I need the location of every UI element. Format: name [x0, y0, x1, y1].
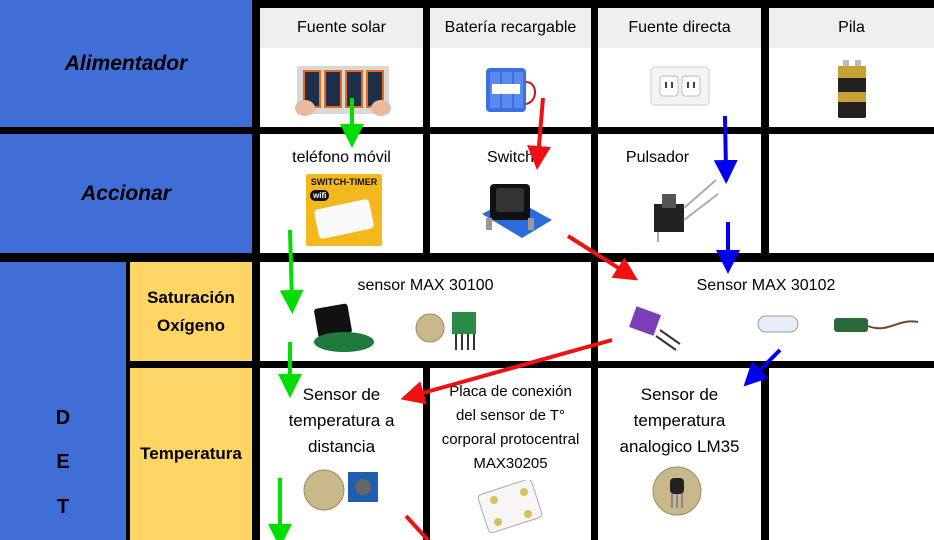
option-label-line: analogico LM35	[619, 437, 740, 456]
option-label: Fuente directa	[598, 8, 761, 48]
switch-timer-icon: SWITCH-TIMER wifi	[306, 174, 382, 246]
option-label: Fuente solar	[260, 8, 423, 48]
option-label-line: MAX30205	[473, 455, 548, 472]
switch-timer-badge: SWITCH-TIMER	[310, 177, 378, 187]
option-label: Batería recargable	[430, 8, 591, 48]
switch-device	[313, 198, 375, 240]
option-pulsador: Pulsador	[598, 134, 761, 253]
battery-pack-icon	[486, 68, 536, 112]
row-header-accionar: Accionar	[0, 134, 252, 253]
option-label: Pulsador	[625, 149, 690, 166]
lm35-sensor-icon	[652, 466, 702, 516]
ir-temperature-sensor-icon	[303, 469, 378, 511]
row-header-alimentador: Alimentador	[0, 0, 252, 127]
option-telefono-movil: teléfono móvil SWITCH-TIMER wifi	[260, 134, 423, 253]
option-label-line: Sensor de	[640, 385, 719, 404]
subheader-saturacion: Saturación Oxígeno	[130, 262, 252, 361]
push-button-icon	[654, 179, 719, 242]
saturacion-line: Oxígeno	[156, 315, 225, 335]
option-label-line: Sensor de	[302, 385, 381, 404]
option-lm35: Sensor de temperatura analogico LM35	[598, 368, 761, 540]
det-letter: T	[56, 495, 70, 518]
option-label: Pila	[769, 8, 934, 48]
empty-cell	[769, 368, 934, 540]
option-label-line: Placa de conexión	[449, 383, 572, 400]
max30205-board-icon	[477, 480, 543, 534]
option-max30205: Placa de conexión del sensor de T° corpo…	[430, 368, 591, 540]
max30100-sensor-icon	[314, 303, 476, 352]
wall-outlet-icon	[650, 66, 710, 106]
max30102-sensor-icon	[629, 306, 919, 351]
option-label-line: temperatura	[633, 411, 726, 430]
det-letter: D	[55, 407, 71, 429]
row-header-det: D E T	[0, 262, 126, 540]
option-pila: Pila	[769, 8, 934, 127]
empty-cell	[769, 134, 934, 253]
option-label: Switch	[486, 149, 535, 166]
rocker-switch-icon	[482, 184, 552, 238]
option-temp-distancia: Sensor de temperatura a distancia	[260, 368, 423, 540]
option-bateria-recargable: Batería recargable	[430, 8, 591, 127]
option-label-line: corporal protocentral	[441, 431, 580, 448]
option-max30100: sensor MAX 30100	[260, 262, 591, 361]
option-switch: Switch	[430, 134, 591, 253]
temperatura-label: Temperatura	[140, 444, 242, 463]
option-label-line: del sensor de T°	[455, 407, 566, 424]
saturacion-line: Saturación	[147, 287, 235, 307]
solar-panel-icon	[295, 66, 391, 116]
option-fuente-directa: Fuente directa	[598, 8, 761, 127]
subheader-temperatura: Temperatura	[130, 368, 252, 540]
option-label-line: distancia	[307, 437, 376, 456]
9v-battery-icon	[838, 60, 866, 118]
option-max30102: Sensor MAX 30102	[598, 262, 934, 361]
option-label: sensor MAX 30100	[357, 277, 494, 294]
det-letter: E	[56, 451, 70, 474]
wifi-label: wifi	[310, 190, 330, 201]
row-label-accionar: Accionar	[81, 181, 171, 205]
option-fuente-solar: Fuente solar	[260, 8, 423, 127]
option-label-line: temperatura a	[288, 411, 395, 430]
option-label: teléfono móvil	[292, 149, 391, 166]
row-label-alimentador: Alimentador	[64, 51, 188, 75]
option-label: Sensor MAX 30102	[696, 277, 836, 294]
